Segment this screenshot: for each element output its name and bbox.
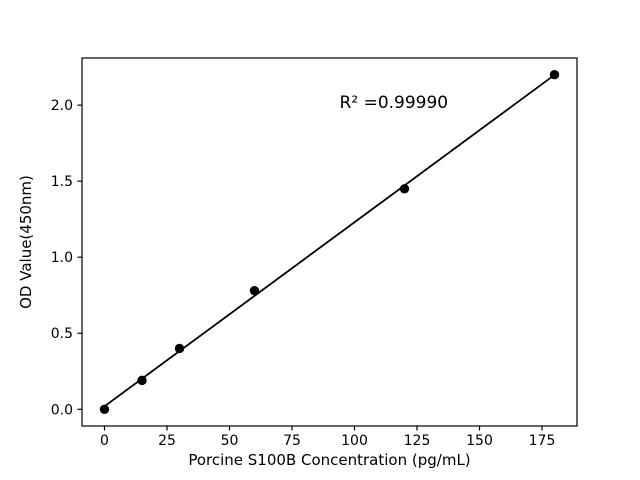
data-point [137,375,147,386]
x-tick-label: 150 [466,433,493,449]
data-point [399,184,410,194]
r-squared-annotation: R² =0.99990 [340,93,449,113]
data-point [249,285,260,296]
x-tick-label: 50 [221,433,239,449]
y-tick-label: 0.5 [51,326,73,342]
x-tick-label: 100 [341,433,368,449]
y-tick-label: 2.0 [51,98,73,114]
data-point [99,404,110,414]
x-tick-label: 75 [283,433,301,449]
y-tick-label: 0.0 [51,402,73,418]
y-tick-label: 1.0 [51,250,73,266]
x-tick-label: 0 [100,433,109,449]
y-axis-label: OD Value(450nm) [17,175,35,309]
x-tick-label: 175 [529,433,556,449]
data-point [174,343,185,354]
y-tick-label: 1.5 [51,174,73,190]
x-axis-label: Porcine S100B Concentration (pg/mL) [188,451,470,469]
data-point [549,70,560,80]
x-tick-label: 125 [404,433,431,449]
plot-border [81,57,578,427]
x-tick-label: 25 [158,433,176,449]
